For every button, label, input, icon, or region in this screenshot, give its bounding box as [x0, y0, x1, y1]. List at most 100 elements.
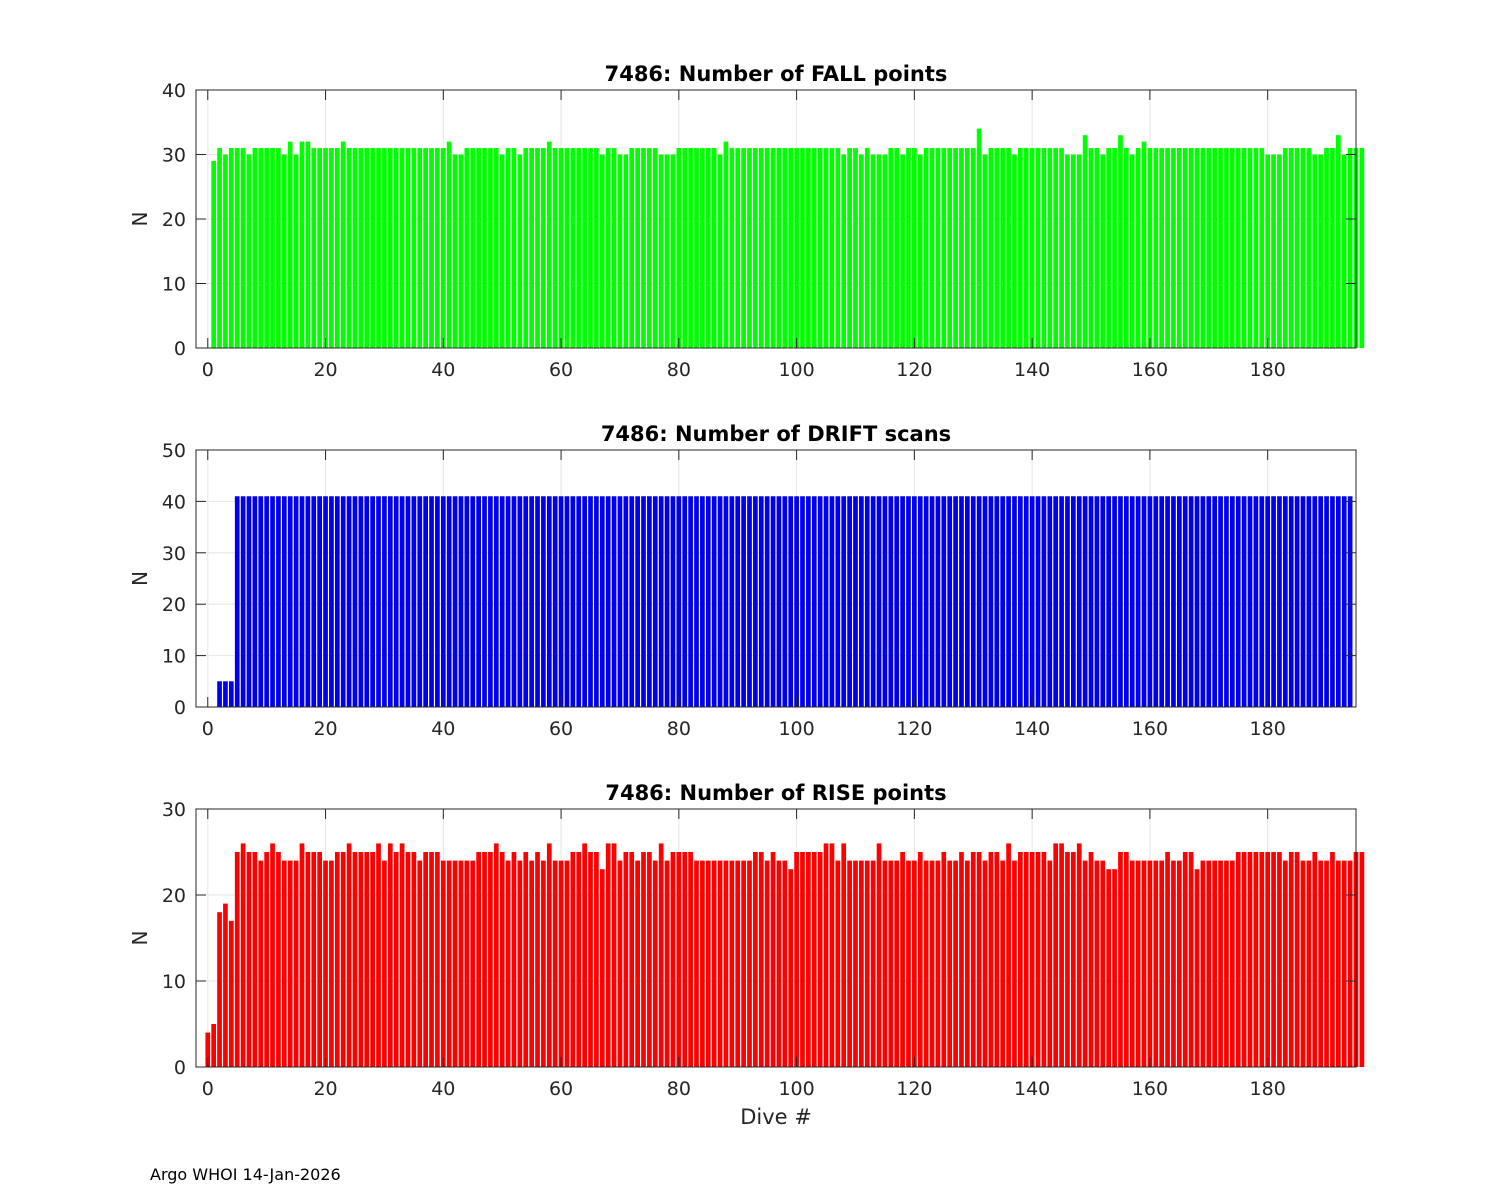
y-tick-label: 10 — [162, 971, 186, 993]
bar — [829, 496, 835, 707]
bar — [629, 496, 635, 707]
bar — [717, 860, 723, 1067]
bar — [541, 496, 546, 707]
bar — [617, 496, 623, 707]
bar — [988, 852, 994, 1067]
bar — [505, 860, 511, 1067]
bar — [1300, 496, 1306, 707]
bar — [1318, 154, 1324, 348]
bar — [758, 496, 764, 707]
bar — [305, 496, 311, 707]
x-tick-label: 160 — [1132, 359, 1168, 381]
bar — [1153, 860, 1159, 1067]
bar — [717, 154, 723, 348]
bar — [988, 496, 994, 707]
bar — [641, 148, 646, 348]
bar — [1088, 148, 1094, 348]
bar — [947, 496, 953, 707]
bar — [705, 496, 711, 707]
bar — [1288, 148, 1294, 348]
y-tick-label: 40 — [162, 80, 186, 102]
bar — [1053, 148, 1059, 348]
bar — [1106, 148, 1112, 348]
bar — [1112, 148, 1117, 348]
bar — [1271, 154, 1276, 348]
bar — [329, 496, 334, 707]
bar — [1335, 135, 1341, 348]
bar — [234, 148, 240, 348]
bar — [1306, 860, 1312, 1067]
bar — [1330, 496, 1335, 707]
bar — [923, 496, 929, 707]
x-tick-label: 0 — [202, 718, 214, 740]
bar — [1347, 860, 1353, 1067]
bar — [682, 496, 688, 707]
bar — [1188, 496, 1194, 707]
bar — [429, 496, 434, 707]
bar — [1224, 860, 1229, 1067]
bar — [458, 496, 464, 707]
bar — [941, 148, 947, 348]
bar — [258, 148, 264, 348]
bar — [293, 154, 299, 348]
bar — [770, 852, 776, 1067]
bar — [664, 860, 670, 1067]
bar — [841, 496, 847, 707]
bar — [552, 860, 558, 1067]
bar — [435, 496, 440, 707]
bar — [906, 496, 911, 707]
bar — [1306, 496, 1312, 707]
bar — [923, 148, 929, 348]
bar — [317, 496, 323, 707]
bar — [523, 148, 529, 348]
y-tick-label: 0 — [174, 1057, 186, 1079]
x-tick-label: 180 — [1250, 718, 1286, 740]
bar — [900, 852, 905, 1067]
bar — [1247, 852, 1253, 1067]
bar — [576, 852, 582, 1067]
bar — [1218, 496, 1223, 707]
bar — [1106, 869, 1112, 1067]
bar — [529, 860, 534, 1067]
x-tick-label: 160 — [1132, 718, 1168, 740]
bar — [452, 496, 458, 707]
bar — [1318, 496, 1324, 707]
bar — [535, 852, 540, 1067]
bar — [452, 860, 458, 1067]
bar — [629, 148, 635, 348]
bar — [817, 852, 823, 1067]
bar — [499, 496, 505, 707]
bar — [364, 496, 370, 707]
bar — [1029, 852, 1035, 1067]
bar — [488, 148, 493, 348]
bar — [700, 148, 705, 348]
bar — [623, 154, 629, 348]
y-tick-label: 40 — [162, 491, 186, 513]
bar — [558, 148, 564, 348]
bar — [405, 496, 411, 707]
bar — [529, 148, 534, 348]
bar — [1218, 148, 1223, 348]
bar — [764, 860, 770, 1067]
bar — [811, 496, 817, 707]
bar — [817, 148, 823, 348]
bar — [682, 148, 688, 348]
bar — [1118, 135, 1123, 348]
bar — [1135, 148, 1141, 348]
x-tick-label: 20 — [313, 359, 337, 381]
bar — [382, 496, 387, 707]
bar — [729, 860, 735, 1067]
bar — [876, 154, 882, 348]
bar — [1312, 496, 1318, 707]
bar — [387, 148, 393, 348]
bar — [658, 843, 664, 1067]
bar — [264, 852, 270, 1067]
bar — [546, 141, 552, 348]
bar — [1153, 496, 1159, 707]
bar — [329, 860, 334, 1067]
bar — [399, 496, 405, 707]
bar — [605, 148, 611, 348]
bar — [788, 869, 794, 1067]
bar — [340, 852, 346, 1067]
bar — [264, 148, 270, 348]
